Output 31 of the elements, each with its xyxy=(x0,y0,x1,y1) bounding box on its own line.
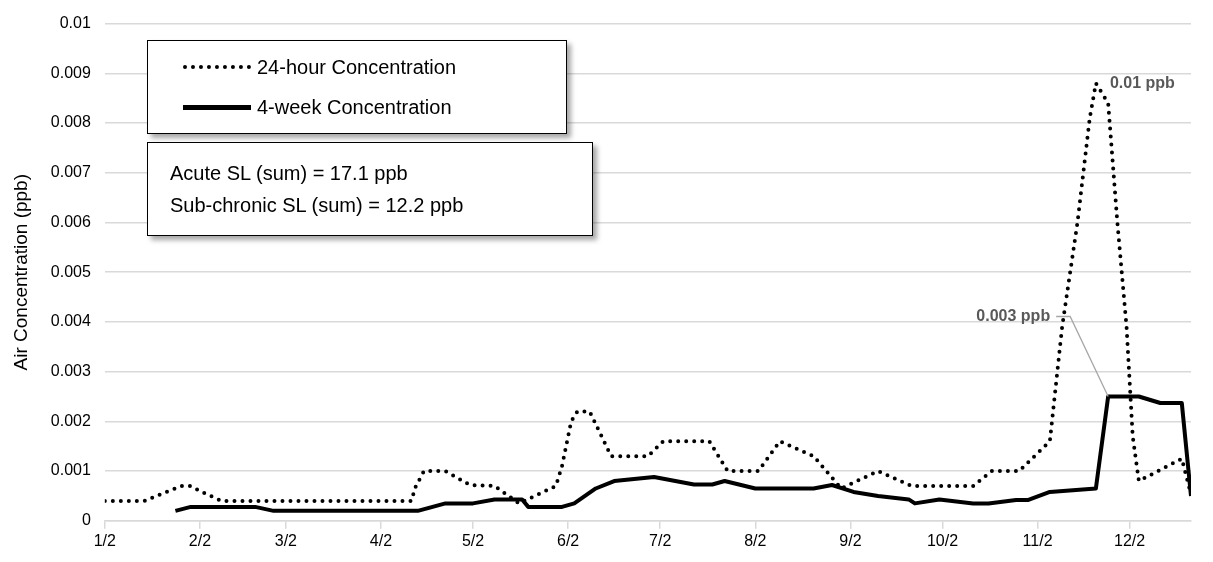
y-tick-label: 0.001 xyxy=(50,461,91,479)
x-tick-label: 2/2 xyxy=(188,531,212,549)
y-tick-label: 0.007 xyxy=(50,163,91,181)
x-tick-label: 11/2 xyxy=(1022,531,1053,549)
x-tick-label: 1/2 xyxy=(93,531,117,549)
x-tick-label: 10/2 xyxy=(926,531,959,549)
x-tick-label: 3/2 xyxy=(274,531,298,549)
y-tick-label: 0.002 xyxy=(50,411,91,429)
annotation: Sub-chronic SL (sum) = 12.2 ppb xyxy=(170,193,465,218)
y-axis-title: Air Concentration (ppb) xyxy=(9,173,31,371)
x-tick-label: 12/2 xyxy=(1114,531,1146,549)
y-tick-label: 0.006 xyxy=(50,212,91,230)
legend-label: 4-week Concentration xyxy=(257,95,452,119)
annotation: Acute SL (sum) = 17.1 ppb xyxy=(170,161,409,186)
y-tick-label: 0.003 xyxy=(50,362,91,380)
y-tick-label: 0.004 xyxy=(50,312,91,330)
y-tick-label: 0.009 xyxy=(50,63,91,81)
annotation: 0.003 ppb xyxy=(976,306,1051,324)
x-tick-label: 4/2 xyxy=(369,531,393,549)
x-tick-label: 9/2 xyxy=(839,531,862,549)
x-tick-label: 8/2 xyxy=(744,531,767,549)
note-box: Acute SL (sum) = 17.1 ppb Sub-chronic SL (sum) = 12.2 ppb xyxy=(147,142,593,236)
x-tick-label: 5/2 xyxy=(461,531,485,549)
y-tick-label: 0.005 xyxy=(50,262,91,280)
x-tick-label: 7/2 xyxy=(649,531,672,549)
annotation: 0.01 ppb xyxy=(1109,73,1176,91)
y-tick-label: 0.008 xyxy=(50,113,91,131)
x-tick-label: 6/2 xyxy=(557,531,580,549)
legend-label: 24-hour Concentration xyxy=(257,55,457,79)
y-tick-label: 0.01 xyxy=(59,14,91,32)
y-tick-label: 0 xyxy=(81,511,91,529)
